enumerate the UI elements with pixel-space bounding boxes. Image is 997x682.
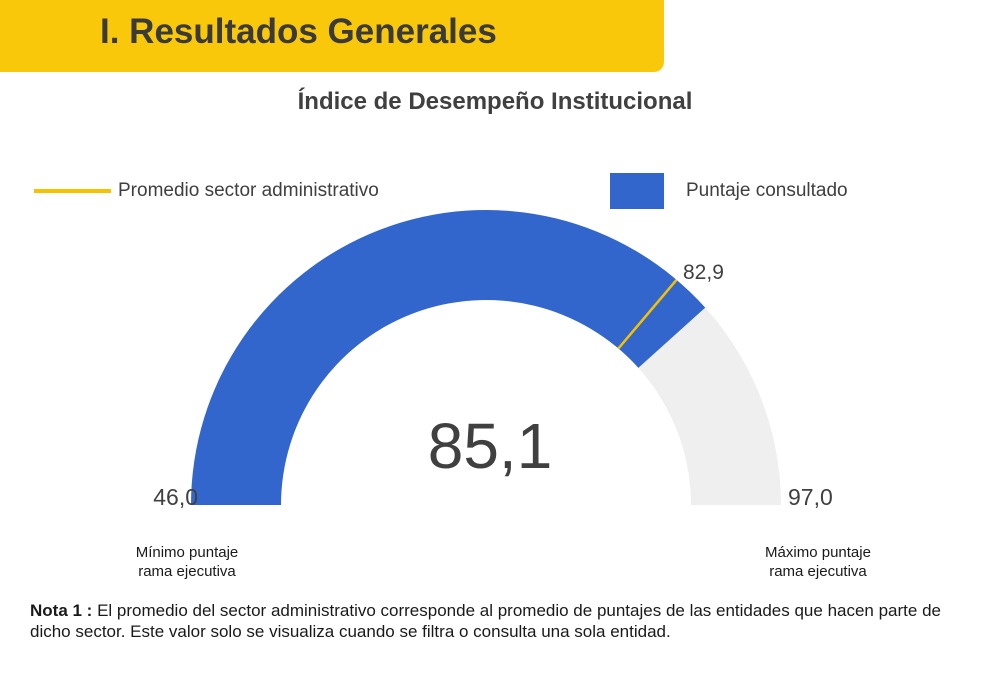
max-caption-line-1: Máximo puntaje (765, 544, 871, 561)
gauge-average-label: 82,9 (683, 261, 724, 284)
legend-average-label: Promedio sector administrativo (118, 180, 379, 201)
section-title: I. Resultados Generales (100, 12, 497, 51)
footnote-text: El promedio del sector administrativo co… (30, 601, 941, 641)
min-caption: Mínimo puntaje rama ejecutiva (97, 543, 277, 581)
section-banner: I. Resultados Generales (0, 0, 664, 72)
max-caption: Máximo puntaje rama ejecutiva (728, 543, 908, 581)
gauge-min-label: 46,0 (153, 484, 198, 510)
gauge-value-label: 85,1 (428, 410, 553, 482)
legend-score-label: Puntaje consultado (686, 180, 848, 201)
max-caption-line-2: rama ejecutiva (769, 563, 867, 580)
legend-average-swatch (34, 189, 111, 193)
gauge-value-arc (191, 209, 706, 505)
footnote-label: Nota 1 : (30, 601, 93, 620)
footnote: Nota 1 : El promedio del sector administ… (30, 600, 980, 642)
gauge-max-label: 97,0 (788, 484, 833, 510)
min-caption-line-1: Mínimo puntaje (135, 544, 239, 561)
legend-score-swatch (610, 173, 664, 209)
gauge-average-marker (617, 278, 678, 350)
min-caption-line-2: rama ejecutiva (138, 563, 236, 580)
chart-title: Índice de Desempeño Institucional (297, 88, 693, 115)
